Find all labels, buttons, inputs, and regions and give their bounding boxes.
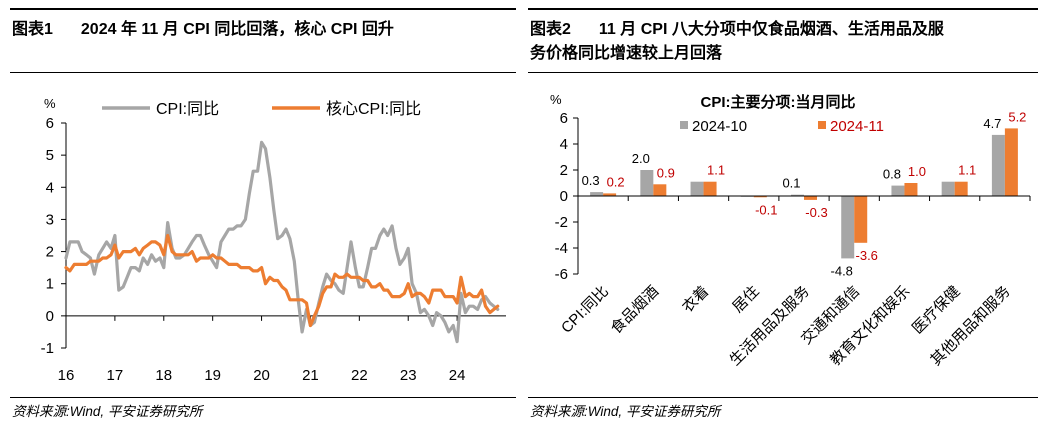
data-label: 0.2 <box>607 174 625 189</box>
right-source-divider <box>528 397 1038 398</box>
series-line <box>64 233 500 328</box>
left-panel-title: 图表1 2024 年 11 月 CPI 同比回落，核心 CPI 回升 <box>10 8 516 73</box>
y-tick-label: -4 <box>555 240 568 257</box>
bar <box>590 192 604 196</box>
x-tick-label: 22 <box>351 367 368 384</box>
legend-swatch <box>680 121 688 129</box>
data-label: 1.1 <box>958 163 976 178</box>
x-tick-label: 19 <box>204 367 221 384</box>
bar <box>941 181 955 196</box>
y-tick-label: 5 <box>46 147 54 164</box>
legend-label: 核心CPI:同比 <box>326 100 421 118</box>
right-title-text-line2: 务价格同比增速较上月回落 <box>530 45 723 62</box>
y-tick-label: -6 <box>555 266 568 283</box>
y-axis-unit: % <box>44 96 56 111</box>
legend-swatch <box>818 121 826 129</box>
data-label: -0.3 <box>805 205 827 220</box>
data-label: 4.7 <box>983 116 1001 131</box>
right-panel: 图表2 11 月 CPI 八大分项中仅食品烟酒、生活用品及服 务价格同比增速较上月… <box>528 8 1038 426</box>
bar <box>640 170 654 196</box>
data-label: 2.0 <box>632 151 650 166</box>
x-tick-label: 23 <box>400 367 417 384</box>
y-tick-label: 6 <box>46 115 54 132</box>
x-tick-label: 16 <box>58 367 75 384</box>
bar <box>1004 128 1018 196</box>
cpi-category-bar-chart: CPI:主要分项:当月同比% -6 -4 -2 0 2 4 6 2024-10 2024-11 0.… <box>550 92 1031 369</box>
series-line <box>64 140 500 344</box>
x-tick-label: 21 <box>302 367 319 384</box>
data-label: -3.6 <box>856 248 878 263</box>
bar <box>904 183 918 196</box>
y-tick-label: 0 <box>560 188 568 205</box>
data-label: 1.1 <box>707 163 725 178</box>
y-tick-label: -2 <box>555 214 568 231</box>
bar <box>603 193 617 196</box>
data-label: 5.2 <box>1008 109 1026 124</box>
data-label: 0.8 <box>883 167 901 182</box>
left-source: 资料来源:Wind, 平安证券研究所 <box>12 404 203 419</box>
bar-chart-title: CPI:主要分项:当月同比 <box>701 93 856 111</box>
y-tick-label: 4 <box>46 179 54 196</box>
bar <box>991 134 1005 196</box>
y-tick-label: 3 <box>46 211 54 228</box>
right-panel-title: 图表2 11 月 CPI 八大分项中仅食品烟酒、生活用品及服 务价格同比增速较上月… <box>528 8 1038 73</box>
right-title-number: 图表2 <box>530 21 571 38</box>
x-tick-label: 17 <box>107 367 124 384</box>
bar <box>854 196 868 243</box>
category-label: CPI:同比 <box>558 283 612 337</box>
y-tick-label: 4 <box>560 136 568 153</box>
y-axis-unit: % <box>550 92 562 107</box>
data-label: 0.3 <box>582 173 600 188</box>
data-label: 0.9 <box>657 165 675 180</box>
left-title-number: 图表1 <box>12 21 53 38</box>
bar <box>753 196 767 198</box>
bar <box>954 181 968 196</box>
y-tick-label: 0 <box>46 308 54 325</box>
left-title-text: 2024 年 11 月 CPI 同比回落，核心 CPI 回升 <box>80 21 394 38</box>
right-source: 资料来源:Wind, 平安证券研究所 <box>530 404 721 419</box>
bar <box>653 184 667 196</box>
bar <box>891 185 905 196</box>
left-panel: 图表1 2024 年 11 月 CPI 同比回落，核心 CPI 回升 % -1 0 1 2… <box>10 8 516 426</box>
category-label: 食品烟酒 <box>608 283 662 337</box>
bar <box>703 181 717 196</box>
legend-label: 2024-10 <box>692 118 747 135</box>
right-title-text-line1: 11 月 CPI 八大分项中仅食品烟酒、生活用品及服 <box>598 21 944 38</box>
category-label: 居住 <box>729 283 762 316</box>
bar <box>804 196 817 200</box>
data-label: -4.8 <box>831 263 853 278</box>
data-label: 1.0 <box>908 164 926 179</box>
y-tick-label: 2 <box>46 244 54 261</box>
bar <box>690 181 704 196</box>
x-tick-label: 18 <box>155 367 172 384</box>
legend-label: CPI:同比 <box>156 100 219 118</box>
x-tick-label: 24 <box>449 367 466 384</box>
y-tick-label: 6 <box>560 110 568 127</box>
data-label: 0.1 <box>782 176 800 191</box>
y-tick-label: -1 <box>41 340 54 357</box>
bar <box>791 194 804 196</box>
y-tick-label: 1 <box>46 276 54 293</box>
bar <box>841 196 855 259</box>
category-label: 衣着 <box>679 283 712 316</box>
data-label: -0.1 <box>755 202 777 217</box>
legend-label: 2024-11 <box>830 118 884 135</box>
x-tick-label: 20 <box>253 367 270 384</box>
y-tick-label: 2 <box>560 162 568 179</box>
left-source-divider <box>10 397 516 398</box>
